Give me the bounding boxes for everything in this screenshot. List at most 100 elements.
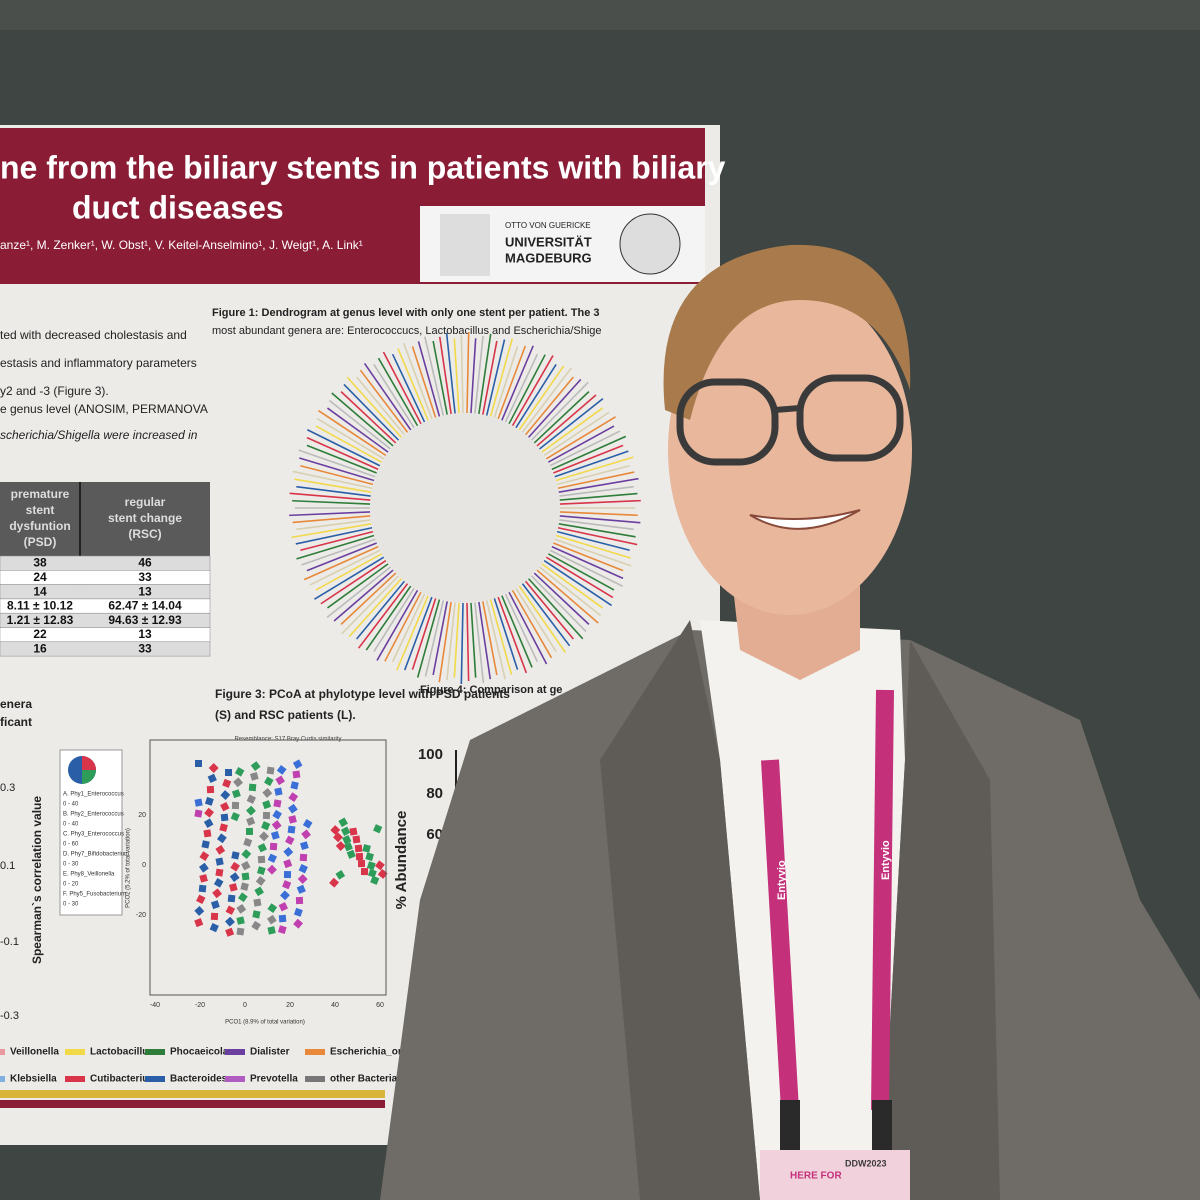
table-row (0, 555, 211, 571)
pcoa-point (231, 851, 240, 860)
legend-swatch (65, 1076, 85, 1082)
pcoa-frame (149, 739, 387, 996)
dendrogram (289, 332, 641, 684)
legend-label: Klebsiella (10, 1074, 57, 1085)
legend-swatch (65, 1049, 85, 1055)
pcoa-point (201, 840, 210, 849)
pcoa-point (370, 875, 380, 885)
pcoa-point (343, 842, 353, 852)
dendrogram-branch (497, 596, 528, 674)
dendrogram-branch (296, 519, 371, 531)
dendrogram-branch (538, 566, 602, 617)
table-header: stent change (108, 511, 182, 525)
pcoa-point (230, 812, 240, 822)
pcoa-point (220, 790, 231, 800)
pcoa-point (290, 781, 299, 790)
pcoa-point (259, 831, 269, 842)
dendrogram-branch (547, 553, 615, 591)
pcoa-x-tick: 60 (376, 1002, 384, 1009)
body-text: estasis and inflammatory parameters (0, 356, 197, 370)
poster-title: duct diseases (72, 189, 284, 225)
pcoa-point (292, 759, 303, 769)
pcoa-point (264, 776, 274, 787)
pcoa-point (227, 894, 236, 903)
legend-label: Phocaeicola (170, 1047, 229, 1058)
axis-tick: 100 (418, 746, 443, 763)
dendrogram-branch (559, 519, 634, 531)
dendrogram-branch (482, 340, 498, 415)
dendrogram-branch (384, 591, 422, 662)
dendrogram-branch (292, 515, 371, 524)
dendrogram-branch (558, 523, 636, 538)
logo-text: UNIVERSITÄT (505, 234, 592, 249)
lanyard-text: Entyvio (880, 840, 892, 880)
table-cell: 94.63 ± 12.93 (108, 613, 182, 627)
pcoa-point (212, 888, 222, 899)
dendrogram-branch (553, 542, 624, 572)
logo-seal (619, 213, 681, 275)
axis-tick: 0.3 (0, 782, 15, 794)
axis-tick: 80 (426, 785, 443, 802)
dendrogram-branch (417, 341, 441, 417)
pcoa-point (340, 826, 351, 836)
pcoa-point (199, 862, 209, 873)
dendrogram-branch (543, 411, 610, 457)
pcoa-legend-entry: C. Phy3_Enterococcus (63, 832, 124, 838)
pcoa-legend-entry: 0 - 40 (63, 802, 79, 808)
body-text: ficant (0, 715, 32, 729)
dendrogram-branch (556, 530, 630, 552)
dendrogram-branch (438, 336, 452, 415)
lapel (600, 620, 760, 1200)
dendrogram-branch (300, 530, 374, 552)
table-cell: 24 (33, 570, 47, 584)
dendrogram-branch (376, 589, 419, 661)
table-cell: 38 (33, 556, 47, 570)
table-cell: 1.21 ± 12.83 (7, 613, 74, 627)
pcoa-point (278, 925, 287, 934)
badge-text: DDW2023 (845, 1158, 887, 1168)
dendrogram-branch (559, 499, 641, 505)
logo-portrait (440, 214, 490, 276)
dendrogram-branch (373, 364, 415, 429)
dendrogram-branch (489, 599, 513, 675)
dendrogram-branch (403, 596, 433, 671)
axis-label: PCO1 (8.9% of total variation) (225, 1020, 305, 1026)
pcoa-point (365, 852, 374, 861)
dendrogram-branch (554, 538, 632, 567)
pcoa-point (198, 884, 207, 893)
pcoa-point (276, 765, 287, 775)
clip (780, 1100, 800, 1155)
dendrogram-branch (432, 601, 448, 676)
pcoa-point (241, 860, 251, 871)
pcoa-legend-entry: F. Phy5_Fusobacterium (63, 892, 126, 898)
dendrogram-branch (445, 332, 456, 414)
legend-label: Prevotella (250, 1074, 298, 1085)
pcoa-point (194, 918, 204, 928)
pcoa-point (243, 837, 253, 847)
dendrogram-branch (466, 332, 470, 414)
dendrogram-branch (508, 591, 548, 665)
pcoa-point (295, 896, 304, 905)
dendrogram-branch (356, 580, 406, 640)
pcoa-point (229, 872, 240, 882)
table-cell: 16 (33, 641, 47, 655)
badge (760, 1150, 910, 1200)
dendrogram-branch (530, 381, 589, 441)
legend-label: Lactobacillus (90, 1047, 154, 1058)
dendrogram-branch (346, 376, 403, 438)
face (668, 285, 912, 615)
pcoa-point (215, 868, 224, 877)
dendrogram-branch (466, 602, 470, 681)
dendrogram-branch (397, 348, 429, 421)
dendrogram-branch (557, 471, 635, 490)
table-row (0, 570, 211, 585)
pcoa-point (225, 905, 236, 915)
dendrogram-branch (340, 572, 397, 625)
dendrogram-branch (320, 559, 387, 605)
dendrogram-branch (547, 425, 615, 463)
pcoa-point (207, 773, 217, 783)
pcoa-point (225, 927, 235, 937)
pcoa-point (204, 807, 214, 818)
dendrogram-branch (294, 478, 372, 493)
